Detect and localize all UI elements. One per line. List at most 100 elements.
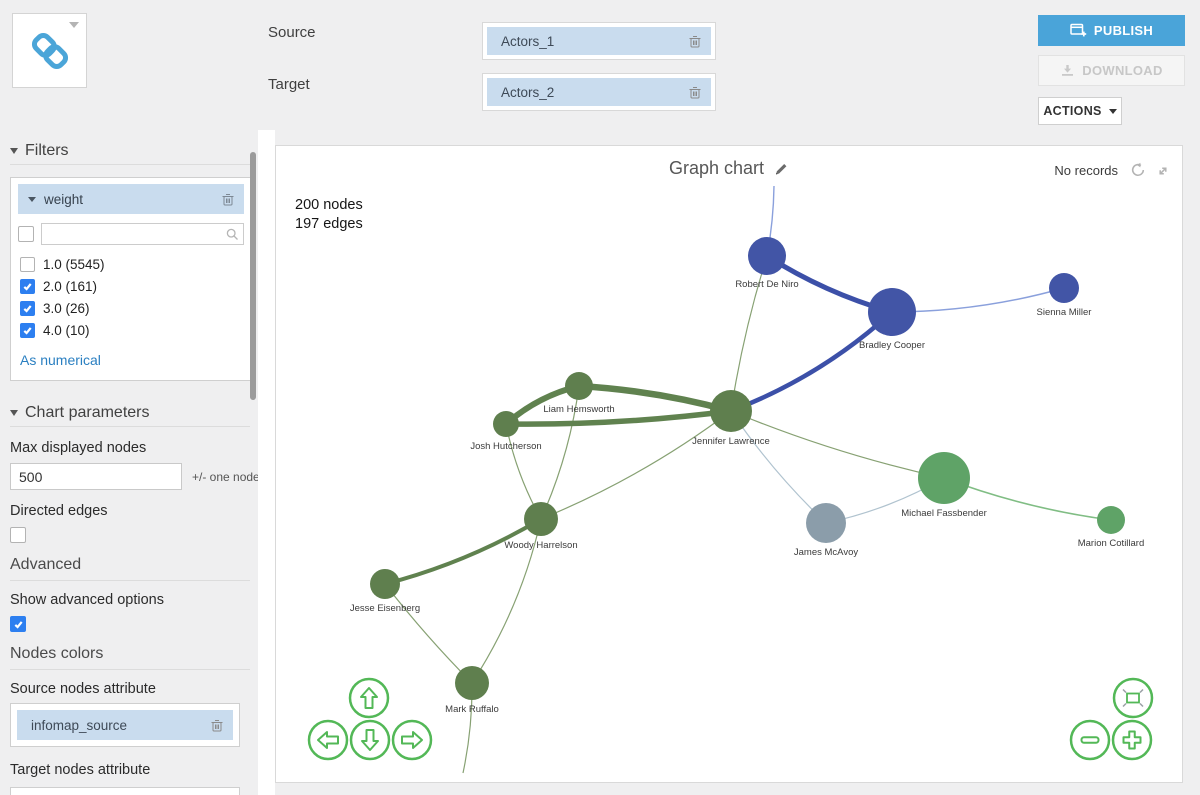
filter-option[interactable]: 4.0 (10) [18, 319, 244, 341]
graph-edge [384, 517, 543, 586]
filter-option-checkbox[interactable] [20, 256, 35, 272]
show-advanced-label: Show advanced options [10, 592, 164, 608]
source-dataset-token[interactable]: Actors_1 [487, 27, 711, 55]
graph-edge [505, 408, 732, 427]
pan-left-button[interactable] [307, 719, 349, 761]
weight-filter-card: weight 1.0 (5545) 2.0 (161) 3.0 (26) 4 [10, 177, 252, 381]
arrow-up-icon [360, 687, 378, 709]
max-nodes-hint: +/- one node [192, 470, 260, 484]
collapse-triangle-icon [10, 410, 18, 416]
download-button[interactable]: DOWNLOAD [1038, 55, 1185, 86]
graph-node-label: Mark Ruffalo [445, 704, 499, 715]
publish-button[interactable]: PUBLISH [1038, 15, 1185, 46]
filter-option[interactable]: 1.0 (5545) [18, 253, 244, 275]
pan-right-button[interactable] [391, 719, 433, 761]
remove-filter-button[interactable] [222, 193, 234, 206]
target-label: Target [268, 76, 310, 93]
target-attr-label: Target nodes attribute [10, 762, 151, 778]
select-all-checkbox[interactable] [18, 226, 34, 242]
link-chain-icon [31, 32, 69, 70]
sidebar-scrollbar[interactable] [250, 152, 256, 400]
chart-type-selector[interactable] [12, 13, 87, 88]
max-nodes-input[interactable] [10, 463, 182, 490]
filter-option-checkbox[interactable] [20, 322, 35, 338]
collapse-triangle-icon [10, 148, 18, 154]
graph-node-woody-harrelson[interactable] [524, 502, 558, 536]
filter-option-label: 3.0 (26) [43, 300, 90, 316]
graph-node-label: Robert De Niro [735, 279, 798, 290]
graph-node-label: Michael Fassbender [901, 508, 987, 519]
filter-option[interactable]: 3.0 (26) [18, 297, 244, 319]
graph-node-bradley-cooper[interactable] [868, 288, 916, 336]
filter-search-box [41, 223, 244, 245]
directed-edges-checkbox[interactable] [10, 527, 26, 543]
chart-parameters-section-header[interactable]: Chart parameters [10, 404, 150, 422]
graph-node-jesse-eisenberg[interactable] [370, 569, 400, 599]
collapse-triangle-icon [28, 196, 36, 202]
filter-option-label: 4.0 (10) [43, 322, 90, 338]
filter-option-checkbox[interactable] [20, 300, 35, 316]
target-dataset-box[interactable]: Actors_2 [482, 73, 716, 111]
graph-node-sienna-miller[interactable] [1049, 273, 1079, 303]
filters-section-header[interactable]: Filters [10, 142, 69, 160]
pencil-icon [776, 163, 787, 174]
actions-button[interactable]: ACTIONS [1038, 97, 1122, 125]
source-attr-value: infomap_source [31, 717, 128, 733]
remove-target-button[interactable] [689, 86, 701, 99]
graph-node-michael-fassbender[interactable] [918, 452, 970, 504]
filter-option-checkbox[interactable] [20, 278, 35, 294]
filter-option[interactable]: 2.0 (161) [18, 275, 244, 297]
zoom-fit-button[interactable] [1112, 677, 1154, 719]
nodes-colors-title: Nodes colors [10, 645, 104, 662]
graph-node-jennifer-lawrence[interactable] [710, 390, 752, 432]
graph-node-josh-hutcherson[interactable] [493, 411, 519, 437]
source-dataset-box[interactable]: Actors_1 [482, 22, 716, 60]
content-gutter [258, 130, 275, 795]
graph-node-label: James McAvoy [794, 547, 858, 558]
directed-edges-label: Directed edges [10, 503, 108, 519]
filter-search-input[interactable] [42, 224, 200, 244]
graph-node-mark-ruffalo[interactable] [455, 666, 489, 700]
graph-stats: 200 nodes 197 edges [295, 196, 363, 234]
weight-filter-name: weight [44, 191, 84, 207]
chevron-down-icon [1108, 108, 1117, 114]
graph-node-james-mcavoy[interactable] [806, 503, 846, 543]
chart-panel: Graph chart No records [275, 145, 1183, 783]
arrow-down-icon [361, 729, 379, 751]
zoom-in-button[interactable] [1111, 719, 1153, 761]
source-attr-box[interactable]: infomap_source [10, 703, 240, 747]
pan-down-button[interactable] [349, 719, 391, 761]
graph-edge [730, 410, 945, 479]
graph-node-marion-cotillard[interactable] [1097, 506, 1125, 534]
graph-node-robert-de-niro[interactable] [748, 237, 786, 275]
filters-section-title: Filters [25, 142, 69, 159]
edit-title-button[interactable] [773, 161, 789, 177]
divider [10, 669, 250, 670]
graph-node-label: Woody Harrelson [504, 540, 577, 551]
zoom-out-button[interactable] [1069, 719, 1111, 761]
advanced-title: Advanced [10, 556, 82, 573]
remove-attr-button[interactable] [211, 719, 223, 732]
graph-canvas[interactable]: Robert De Niro Sienna Miller Bradley Coope… [276, 146, 1182, 782]
target-dataset-token[interactable]: Actors_2 [487, 78, 711, 106]
chart-title: Graph chart [668, 158, 765, 178]
graph-node-label: Bradley Cooper [859, 340, 925, 351]
divider [10, 580, 250, 581]
expand-button[interactable] [1156, 164, 1170, 178]
remove-source-button[interactable] [689, 35, 701, 48]
actions-button-label: ACTIONS [1043, 104, 1102, 118]
refresh-button[interactable] [1130, 162, 1146, 178]
publish-button-label: PUBLISH [1093, 23, 1154, 38]
show-advanced-checkbox[interactable] [10, 616, 26, 632]
as-numerical-link[interactable]: As numerical [20, 352, 101, 368]
download-icon [1062, 65, 1074, 76]
target-dataset-name: Actors_2 [501, 84, 555, 100]
pan-up-button[interactable] [348, 677, 390, 719]
source-label: Source [268, 24, 316, 41]
source-attr-token[interactable]: infomap_source [17, 710, 233, 740]
graph-edge [540, 410, 732, 520]
weight-filter-header[interactable]: weight [18, 184, 244, 214]
expand-icon [1159, 167, 1167, 175]
graph-node-liam-hemsworth[interactable] [565, 372, 593, 400]
